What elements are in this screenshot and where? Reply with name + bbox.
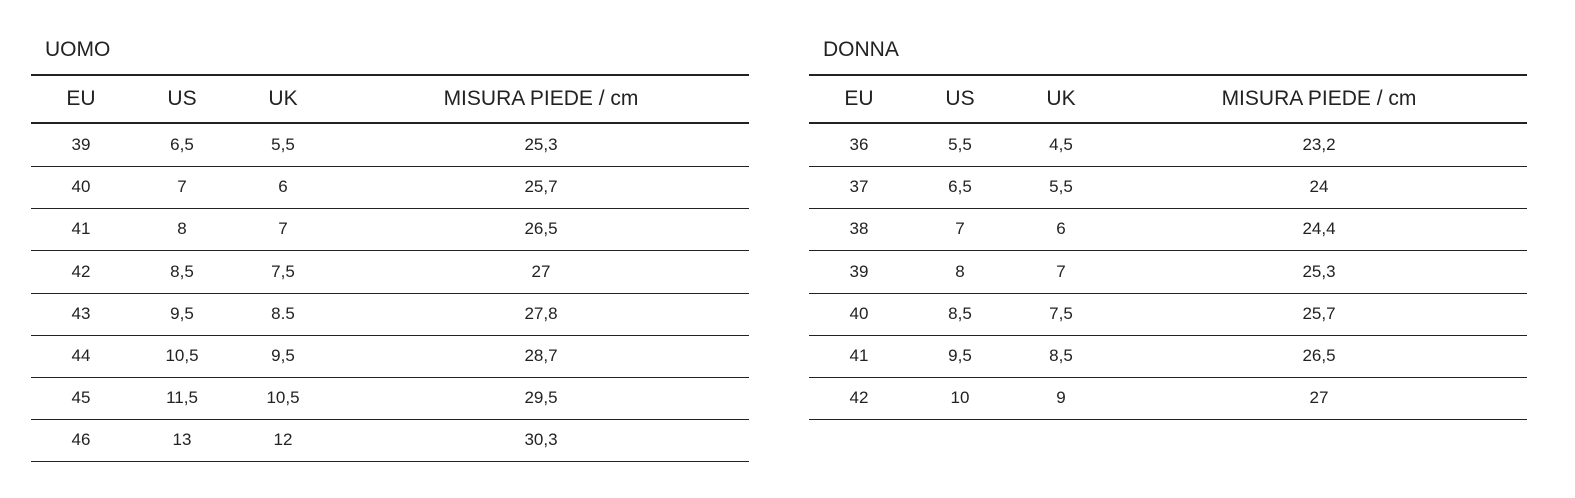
row-rule <box>31 250 749 252</box>
table-cell: 9 <box>1056 388 1066 408</box>
table-cell: 7 <box>1056 261 1066 281</box>
row-rule <box>809 419 1527 421</box>
column-header: US <box>945 87 975 110</box>
table-cell: 27 <box>1309 388 1329 408</box>
row-rule <box>809 292 1527 294</box>
table-cell: 36 <box>849 135 869 154</box>
table-cell: 26,5 <box>1302 346 1336 365</box>
column-header: EU <box>66 87 96 110</box>
row-rule <box>809 250 1527 252</box>
table-cell: 37 <box>849 177 869 197</box>
row-rule <box>31 166 749 167</box>
row-rule <box>31 334 749 336</box>
table-cell: 30,3 <box>524 430 558 450</box>
table-cell: 7 <box>177 177 187 197</box>
table-cell: 41 <box>71 219 91 239</box>
table-cell: 29,5 <box>524 388 558 408</box>
row-rule <box>31 377 749 378</box>
table-cell: 42 <box>849 388 869 408</box>
table-cell: 6,5 <box>170 135 194 154</box>
table-cell: 7,5 <box>271 261 295 281</box>
table-cell: 5,5 <box>948 135 972 154</box>
row-rule <box>31 419 749 421</box>
table-cell: 40 <box>849 303 869 323</box>
table-cell: 8,5 <box>1049 346 1073 365</box>
table-cell: 10 <box>950 388 970 408</box>
table-cell: 6 <box>1056 219 1066 239</box>
table-cell: 28,7 <box>524 346 558 365</box>
table-cell: 13 <box>172 430 192 450</box>
column-header: EU <box>844 87 874 110</box>
table-cell: 38 <box>849 219 869 239</box>
column-header: US <box>167 87 197 110</box>
table-cell: 24,4 <box>1302 219 1336 239</box>
table-cell: 45 <box>71 388 91 408</box>
column-header: MISURA PIEDE / cm <box>1221 87 1417 110</box>
table-cell: 10,5 <box>266 388 300 408</box>
table-cell: 39 <box>71 135 91 154</box>
header-rule <box>809 122 1527 124</box>
table-cell: 6,5 <box>948 177 972 197</box>
column-header: MISURA PIEDE / cm <box>443 87 639 110</box>
table-cell: 8 <box>177 219 187 239</box>
row-rule <box>809 208 1527 210</box>
table-title: DONNA <box>823 38 899 61</box>
header-rule <box>809 74 1527 76</box>
table-cell: 7,5 <box>1049 303 1073 323</box>
table-cell: 9,5 <box>271 346 295 365</box>
table-cell: 25,7 <box>524 177 558 197</box>
table-cell: 23,2 <box>1302 135 1336 154</box>
table-cell: 25,3 <box>1302 261 1336 281</box>
header-rule <box>31 122 749 124</box>
table-cell: 25,7 <box>1302 303 1336 323</box>
table-cell: 5,5 <box>1049 177 1073 197</box>
table-cell: 40 <box>71 177 91 197</box>
table-cell: 7 <box>955 219 965 239</box>
table-cell: 12 <box>273 430 293 450</box>
table-cell: 41 <box>849 346 869 365</box>
table-cell: 46 <box>71 430 91 450</box>
table-cell: 5,5 <box>271 135 295 154</box>
table-cell: 44 <box>71 346 91 365</box>
row-rule <box>31 208 749 210</box>
table-cell: 8,5 <box>170 261 194 281</box>
table-cell: 43 <box>71 303 91 323</box>
row-rule <box>809 166 1527 167</box>
row-rule <box>31 461 749 463</box>
table-cell: 42 <box>71 261 91 281</box>
table-cell: 26,5 <box>524 219 558 239</box>
table-cell: 6 <box>278 177 288 197</box>
table-cell: 11,5 <box>166 388 198 408</box>
table-cell: 25,3 <box>524 135 558 154</box>
table-cell: 7 <box>278 219 288 239</box>
table-cell: 8 <box>955 261 965 281</box>
row-rule <box>809 334 1527 336</box>
table-cell: 8,5 <box>948 303 972 323</box>
row-rule <box>809 377 1527 378</box>
table-title: UOMO <box>45 38 111 61</box>
table-cell: 10,5 <box>165 346 199 365</box>
table-cell: 39 <box>849 261 869 281</box>
table-cell: 8.5 <box>271 303 295 323</box>
header-rule <box>31 74 749 76</box>
row-rule <box>31 292 749 294</box>
table-cell: 4,5 <box>1049 135 1073 154</box>
table-cell: 9,5 <box>170 303 194 323</box>
table-cell: 24 <box>1309 177 1329 197</box>
table-cell: 27,8 <box>524 303 558 323</box>
table-cell: 27 <box>531 261 551 281</box>
table-cell: 9,5 <box>948 346 972 365</box>
column-header: UK <box>1046 87 1076 110</box>
column-header: UK <box>268 87 298 110</box>
